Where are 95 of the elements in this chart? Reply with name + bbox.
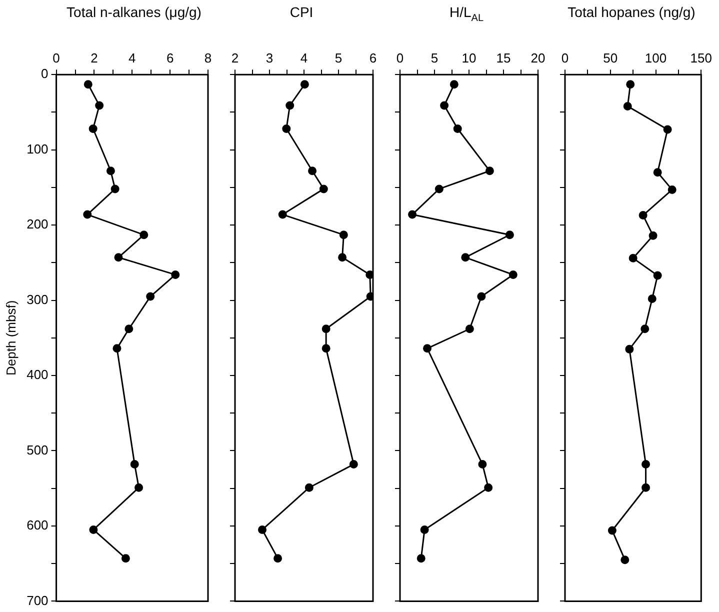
x-tick-label: 150 [690,50,712,66]
point [453,124,462,134]
y-tick-label: 600 [26,518,48,533]
x-tick-label: 5 [334,50,342,66]
x-tick-label: 4 [128,50,136,66]
point [653,271,662,280]
x-tick-label: 4 [300,50,308,66]
point [322,324,330,334]
point [304,483,314,492]
point [638,211,648,220]
chart-title: Total n-alkanes (μg/g) [66,4,202,22]
y-tick-label: 700 [26,592,48,608]
point [508,270,518,279]
point [258,525,267,534]
point [366,270,373,279]
x-tick-label: 6 [166,50,174,66]
x-tick-label: 0 [52,50,60,66]
point [114,253,123,262]
point [338,253,347,262]
point [608,526,616,535]
x-tick-label: 20 [530,50,546,66]
y-tick-label: 0 [41,66,48,82]
point [420,525,429,534]
point [668,185,676,194]
x-tick-label: 5 [430,50,438,66]
point [83,210,92,219]
point [416,554,426,563]
point [140,230,148,240]
point [620,556,630,564]
chart-title: Total hopanes (ng/g) [566,4,696,22]
point [146,292,155,301]
point [286,101,294,110]
x-tick-label: 50 [603,50,618,66]
point [339,230,348,240]
point [623,102,632,110]
chart-title: H/L$_{AL}$ [448,4,485,26]
y-tick-label: 100 [26,141,48,156]
point [89,525,98,534]
point [440,101,449,110]
point [648,231,658,240]
y-tick-label: 400 [26,367,48,382]
x-tick-label: 100 [644,50,667,66]
point [434,184,444,194]
point [319,184,328,194]
point [653,168,662,177]
point [121,554,130,563]
point [505,230,514,240]
point [171,270,180,279]
point [134,483,144,492]
point [278,210,287,219]
point [626,80,635,89]
y-tick-label: 300 [26,292,48,307]
x-tick-label: 0 [561,50,569,66]
point [477,292,486,301]
chart-title: CPI [288,4,314,22]
point [423,344,432,353]
point [274,554,282,563]
point [478,460,487,469]
y-axis-title: Depth (mbsf) [3,300,18,376]
y-tick-label: 500 [26,442,48,458]
point [308,166,317,176]
x-tick-label: 2 [231,50,239,66]
point [130,460,139,469]
point [300,80,309,89]
point [110,184,120,194]
point [625,344,634,354]
x-tick-label: 15 [496,50,511,66]
point [112,344,122,353]
point [349,460,358,469]
point [642,460,650,469]
point [408,210,417,219]
point [106,166,115,176]
point [640,324,650,334]
point [648,294,656,304]
point [450,80,458,89]
point [461,253,470,262]
point [484,483,493,492]
point [465,324,474,334]
point [84,80,92,89]
x-tick-label: 10 [462,50,476,66]
point [485,166,494,176]
point [282,124,291,134]
point [95,101,104,110]
point [628,254,638,262]
point [642,483,650,492]
x-tick-label: 2 [90,50,98,66]
y-tick-label: 200 [26,216,48,232]
point [88,124,98,134]
point [663,125,672,134]
x-tick-label: 0 [396,50,404,66]
point [124,324,134,334]
x-tick-label: 6 [369,50,377,66]
x-tick-label: 8 [204,50,212,66]
x-tick-label: 3 [266,50,274,66]
point [322,344,330,353]
